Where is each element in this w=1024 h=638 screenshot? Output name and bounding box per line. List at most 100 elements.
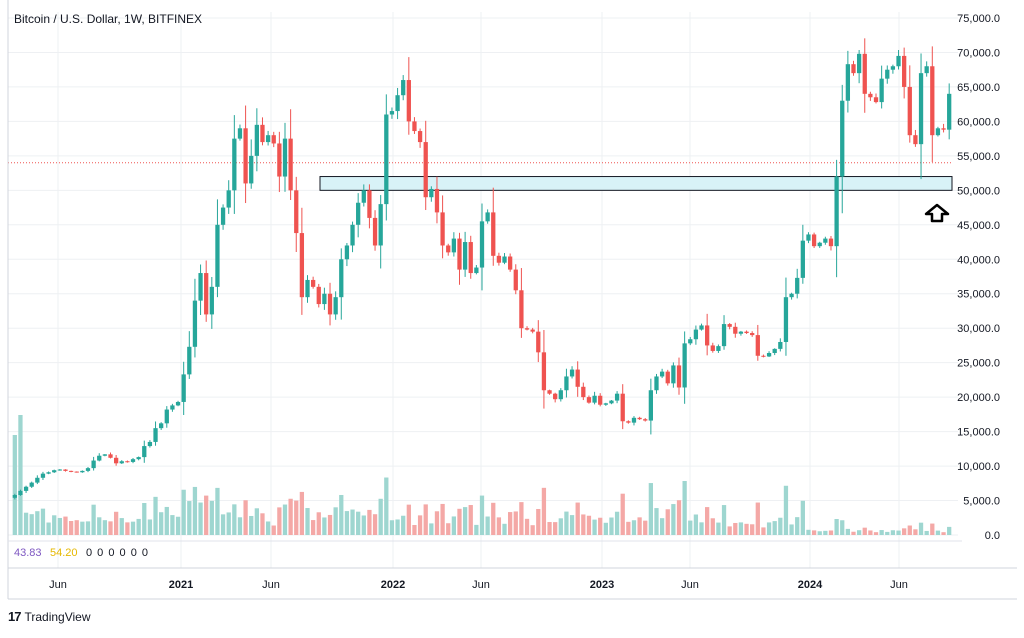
volume-bar xyxy=(327,514,333,535)
volume-bar xyxy=(665,509,670,535)
candle-body xyxy=(288,138,293,191)
candle-body xyxy=(581,386,586,398)
candle-body xyxy=(485,212,490,222)
y-tick-label: 60,000.0 xyxy=(957,116,1000,128)
candle-body xyxy=(530,329,535,332)
candle-body xyxy=(322,293,327,305)
volume-bar xyxy=(778,517,783,535)
candle-body xyxy=(789,293,794,298)
volume-bar xyxy=(783,485,789,535)
candle-body xyxy=(23,486,29,491)
volume-bar xyxy=(85,521,91,535)
candle-body xyxy=(356,202,361,225)
candle-body xyxy=(361,190,366,203)
candle-body xyxy=(930,66,935,136)
volume-bar xyxy=(412,525,417,535)
volume-bar xyxy=(918,522,924,535)
candle-body xyxy=(406,80,411,122)
candle-body xyxy=(310,279,316,287)
volume-bar xyxy=(575,502,580,535)
volume-bar xyxy=(811,530,817,535)
y-tick-label: 40,000.0 xyxy=(957,254,1000,266)
volume-bar xyxy=(102,520,108,535)
up-arrow-icon xyxy=(924,203,950,223)
volume-bar xyxy=(721,505,727,535)
volume-bar xyxy=(693,514,699,535)
candle-body xyxy=(761,355,766,357)
candle-body xyxy=(164,409,169,424)
candle-body xyxy=(879,78,884,103)
x-tick-label: Jun xyxy=(890,579,908,591)
volume-bar xyxy=(631,520,637,535)
candle-body xyxy=(220,207,226,225)
support-zone-rect xyxy=(319,176,953,191)
volume-bar xyxy=(446,523,451,535)
candle-body xyxy=(142,446,147,458)
candle-body xyxy=(232,138,237,191)
volume-bar xyxy=(310,520,316,535)
indicator-value-2: 54.20 xyxy=(50,547,78,559)
y-tick-label: 55,000.0 xyxy=(957,151,1000,163)
candle-body xyxy=(705,325,710,346)
volume-bar xyxy=(620,493,625,535)
candle-body xyxy=(102,454,108,456)
volume-bar xyxy=(513,511,518,535)
volume-bar xyxy=(12,435,17,535)
candle-body xyxy=(423,142,428,198)
volume-bar xyxy=(130,521,136,535)
candle-body xyxy=(417,131,423,143)
volume-bar xyxy=(592,519,597,535)
candle-body xyxy=(609,400,614,404)
y-tick-label: 35,000.0 xyxy=(957,289,1000,301)
candle-body xyxy=(519,290,524,329)
volume-bar xyxy=(676,500,682,535)
candle-body xyxy=(91,460,96,469)
volume-bar xyxy=(902,528,907,535)
volume-bar xyxy=(136,518,141,535)
volume-bar xyxy=(845,528,851,535)
candle-body xyxy=(412,121,417,132)
candle-body xyxy=(620,393,625,422)
volume-bar xyxy=(423,504,428,535)
candle-body xyxy=(502,256,507,263)
volume-bar xyxy=(142,503,147,535)
tradingview-logo[interactable]: 17 TradingView xyxy=(8,609,91,624)
candle-body xyxy=(558,390,563,400)
volume-bar xyxy=(271,525,276,535)
candle-body xyxy=(339,259,344,298)
volume-bar xyxy=(862,527,867,535)
candle-body xyxy=(496,255,502,263)
volume-bar xyxy=(367,509,372,535)
volume-bar xyxy=(29,514,34,535)
volume-bar xyxy=(603,522,608,535)
volume-bar xyxy=(401,515,406,535)
x-tick-label: Jun xyxy=(262,579,280,591)
candle-body xyxy=(175,401,181,406)
x-tick-label: Jun xyxy=(472,579,490,591)
candle-body xyxy=(97,455,102,461)
volume-bar xyxy=(637,517,642,535)
candle-body xyxy=(716,346,721,351)
volume-bar xyxy=(406,504,411,535)
volume-bar xyxy=(265,521,271,535)
candle-body xyxy=(249,155,254,184)
y-tick-label: 45,000.0 xyxy=(957,220,1000,232)
volume-bar xyxy=(97,517,102,535)
volume-bar xyxy=(659,518,665,535)
candle-body xyxy=(333,297,338,315)
axes: 75,000.0 70,000.0 65,000.0 60,000.0 55,000.0… xyxy=(7,0,1017,600)
volume-bar xyxy=(226,512,231,535)
y-tick-label: 20,000.0 xyxy=(957,392,1000,404)
volume-bar xyxy=(795,517,800,535)
candles xyxy=(12,38,952,500)
y-tick-label: 15,000.0 xyxy=(957,427,1000,439)
candle-body xyxy=(446,245,451,253)
volume-bar xyxy=(614,511,620,535)
candle-body xyxy=(766,353,772,357)
volume-bar xyxy=(108,521,113,535)
volume-bar xyxy=(727,526,732,535)
x-tick-label: Jun xyxy=(49,579,67,591)
candle-body xyxy=(659,371,665,377)
